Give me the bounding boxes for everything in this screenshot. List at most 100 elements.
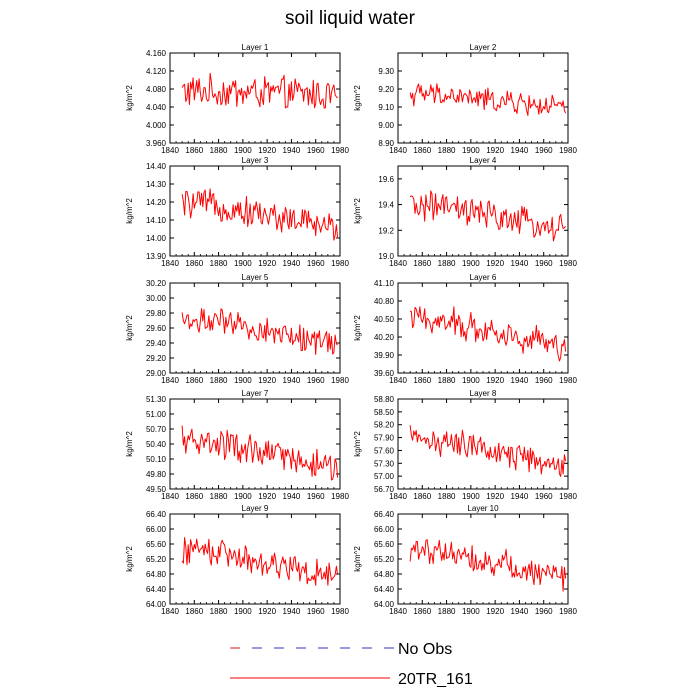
panel-title: Layer 5 bbox=[242, 273, 269, 282]
y-tick-label: 66.40 bbox=[374, 510, 395, 519]
y-tick-label: 40.20 bbox=[374, 333, 395, 342]
panel-title: Layer 8 bbox=[470, 389, 497, 398]
panel-4: Layer 4 kg/m^2 1840 1860 1880 1900 1920 1940 196… bbox=[353, 156, 577, 268]
x-tick-label: 1900 bbox=[234, 146, 252, 155]
y-tick-label: 64.00 bbox=[374, 600, 395, 609]
y-tick-label: 13.90 bbox=[146, 252, 167, 261]
y-tick-label: 66.40 bbox=[146, 510, 167, 519]
y-tick-label: 41.10 bbox=[374, 279, 395, 288]
x-tick-label: 1960 bbox=[535, 146, 553, 155]
series-line bbox=[409, 190, 566, 242]
x-tick-label: 1840 bbox=[161, 259, 179, 268]
x-tick-label: 1960 bbox=[535, 492, 553, 501]
figure-title: soil liquid water bbox=[285, 8, 415, 29]
y-tick-label: 50.70 bbox=[146, 425, 167, 434]
x-tick-label: 1920 bbox=[258, 607, 276, 616]
x-tick-label: 1940 bbox=[511, 607, 529, 616]
y-tick-label: 4.000 bbox=[146, 121, 167, 130]
y-tick-label: 4.120 bbox=[146, 67, 167, 76]
x-tick-label: 1940 bbox=[283, 259, 301, 268]
x-tick-label: 1940 bbox=[511, 259, 529, 268]
y-tick-label: 39.60 bbox=[374, 369, 395, 378]
y-tick-label: 65.20 bbox=[374, 555, 395, 564]
x-tick-label: 1900 bbox=[234, 492, 252, 501]
y-tick-label: 57.30 bbox=[374, 459, 395, 468]
y-tick-label: 39.90 bbox=[374, 351, 395, 360]
y-tick-label: 65.60 bbox=[146, 540, 167, 549]
x-tick-label: 1840 bbox=[389, 492, 407, 501]
x-tick-label: 1880 bbox=[438, 376, 456, 385]
y-tick-label: 66.00 bbox=[146, 525, 167, 534]
y-tick-label: 19.0 bbox=[378, 252, 394, 261]
x-tick-label: 1860 bbox=[413, 259, 431, 268]
x-tick-label: 1860 bbox=[413, 607, 431, 616]
panel-10: Layer 10 kg/m^2 1840 1860 1880 1900 1920 1940 19… bbox=[353, 504, 577, 616]
panel-3: Layer 3 kg/m^2 1840 1860 1880 1900 1920 1940 196… bbox=[125, 156, 349, 268]
x-tick-label: 1880 bbox=[210, 607, 228, 616]
y-axis-label: kg/m^2 bbox=[353, 85, 362, 111]
x-tick-label: 1920 bbox=[258, 492, 276, 501]
y-tick-label: 50.40 bbox=[146, 440, 167, 449]
series-line bbox=[409, 539, 567, 592]
x-tick-label: 1920 bbox=[486, 146, 504, 155]
y-tick-label: 57.00 bbox=[374, 472, 395, 481]
panel-7: Layer 7 kg/m^2 1840 1860 1880 1900 1920 1940 196… bbox=[125, 389, 349, 501]
x-tick-label: 1960 bbox=[307, 259, 325, 268]
panel-title: Layer 1 bbox=[242, 43, 269, 52]
plot-frame bbox=[397, 282, 569, 374]
panel-1: Layer 1 kg/m^2 1840 1860 1880 1900 1920 1940 196… bbox=[125, 43, 349, 155]
x-tick-label: 1860 bbox=[185, 492, 203, 501]
x-tick-label: 1920 bbox=[486, 492, 504, 501]
panel-title: Layer 7 bbox=[242, 389, 269, 398]
x-tick-label: 1940 bbox=[283, 376, 301, 385]
y-tick-label: 14.10 bbox=[146, 216, 167, 225]
x-tick-label: 1860 bbox=[185, 376, 203, 385]
x-tick-label: 1900 bbox=[234, 376, 252, 385]
panel-2: Layer 2 kg/m^2 1840 1860 1880 1900 1920 1940 196… bbox=[353, 43, 577, 155]
x-tick-label: 1880 bbox=[438, 146, 456, 155]
x-tick-label: 1960 bbox=[307, 492, 325, 501]
series-line bbox=[181, 537, 339, 586]
panel-title: Layer 2 bbox=[470, 43, 497, 52]
x-tick-label: 1840 bbox=[389, 146, 407, 155]
y-tick-label: 49.50 bbox=[146, 485, 167, 494]
y-tick-label: 19.4 bbox=[378, 201, 394, 210]
y-tick-label: 64.40 bbox=[146, 585, 167, 594]
y-tick-label: 9.20 bbox=[378, 85, 394, 94]
x-tick-label: 1840 bbox=[161, 492, 179, 501]
x-tick-label: 1980 bbox=[559, 376, 577, 385]
y-tick-label: 29.00 bbox=[146, 369, 167, 378]
x-tick-label: 1920 bbox=[258, 376, 276, 385]
x-tick-label: 1980 bbox=[559, 607, 577, 616]
panel-9: Layer 9 kg/m^2 1840 1860 1880 1900 1920 1940 196… bbox=[125, 504, 349, 616]
x-tick-label: 1940 bbox=[511, 376, 529, 385]
panel-title: Layer 6 bbox=[470, 273, 497, 282]
y-tick-label: 14.40 bbox=[146, 162, 167, 171]
y-tick-label: 57.60 bbox=[374, 446, 395, 455]
x-tick-label: 1920 bbox=[486, 376, 504, 385]
x-tick-label: 1980 bbox=[331, 607, 349, 616]
x-tick-label: 1980 bbox=[559, 259, 577, 268]
y-tick-label: 8.90 bbox=[378, 139, 394, 148]
panel-title: Layer 3 bbox=[242, 156, 269, 165]
x-tick-label: 1940 bbox=[511, 492, 529, 501]
x-tick-label: 1960 bbox=[307, 146, 325, 155]
series-line bbox=[181, 425, 339, 481]
y-tick-label: 29.60 bbox=[146, 324, 167, 333]
panel-title: Layer 10 bbox=[467, 504, 499, 513]
x-tick-label: 1980 bbox=[331, 376, 349, 385]
x-tick-label: 1980 bbox=[559, 146, 577, 155]
series-line bbox=[181, 72, 338, 109]
panel-title: Layer 4 bbox=[470, 156, 497, 165]
y-axis-label: kg/m^2 bbox=[353, 315, 362, 341]
x-tick-label: 1900 bbox=[462, 376, 480, 385]
x-tick-label: 1960 bbox=[307, 376, 325, 385]
x-tick-label: 1840 bbox=[389, 376, 407, 385]
series-line bbox=[409, 306, 567, 362]
x-tick-label: 1900 bbox=[462, 259, 480, 268]
x-tick-label: 1940 bbox=[511, 146, 529, 155]
x-tick-label: 1980 bbox=[331, 492, 349, 501]
y-tick-label: 65.20 bbox=[146, 555, 167, 564]
y-axis-label: kg/m^2 bbox=[125, 546, 134, 572]
x-tick-label: 1860 bbox=[185, 259, 203, 268]
